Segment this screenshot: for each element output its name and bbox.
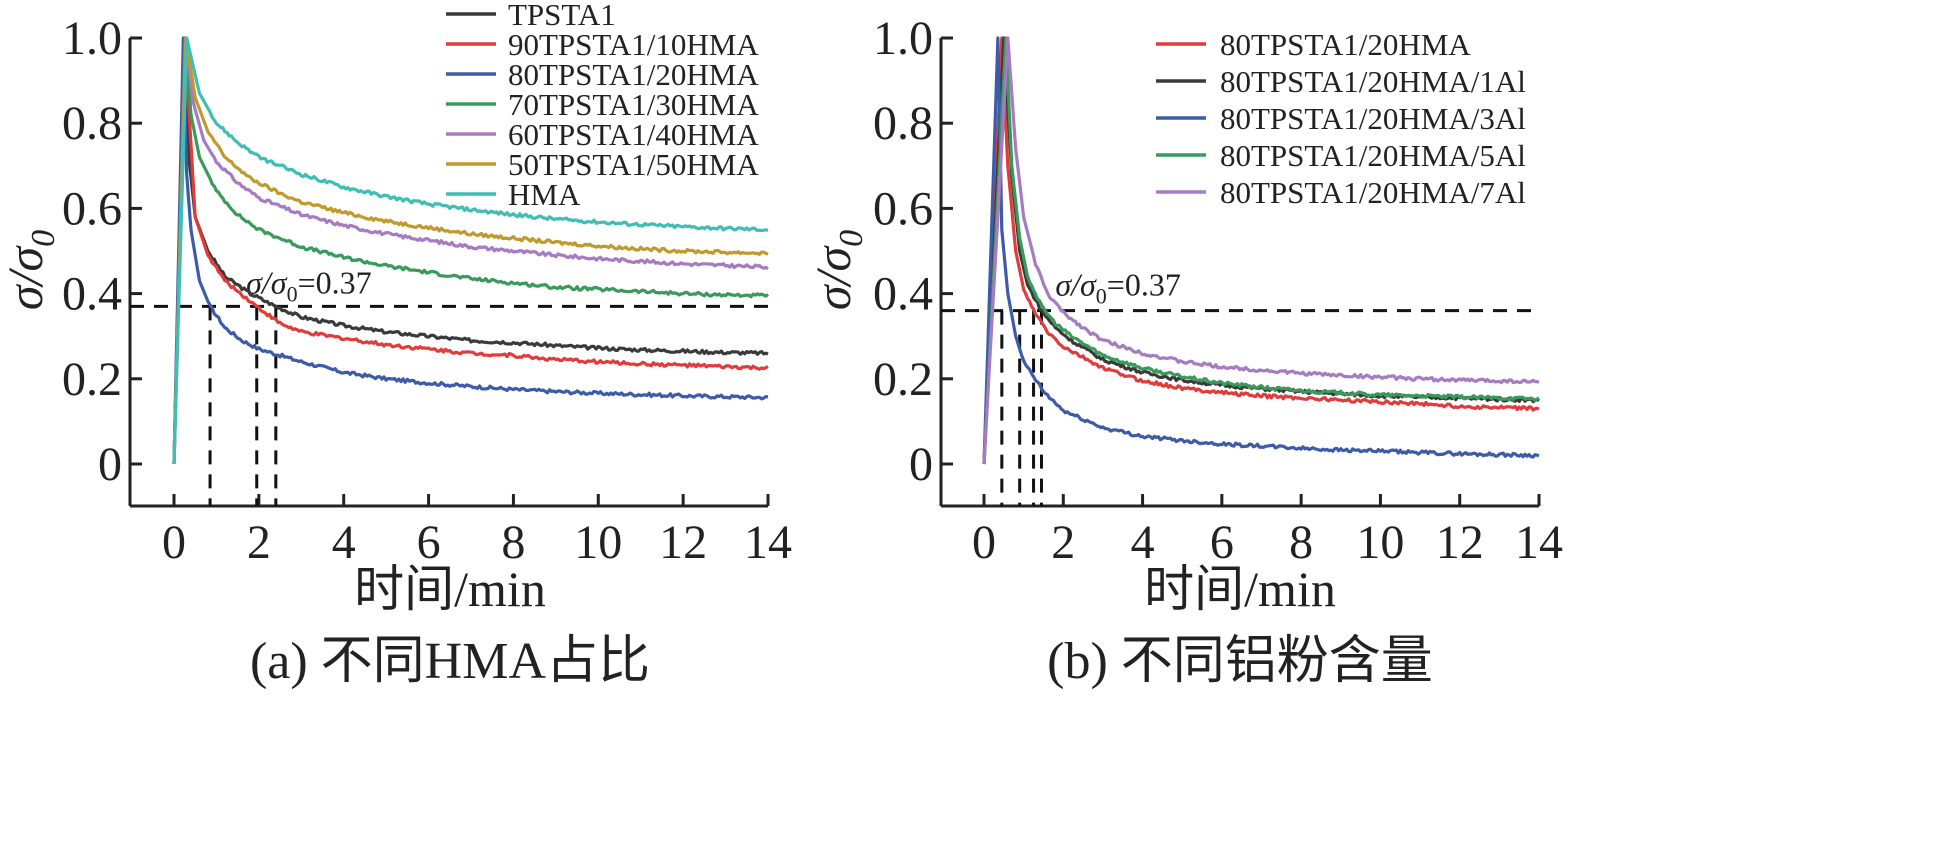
- y-axis-label: σ/σ0: [0, 230, 62, 310]
- x-tick-label: 2: [1051, 516, 1075, 569]
- y-tick-label: 0.2: [873, 353, 933, 406]
- x-tick-label: 4: [332, 516, 356, 569]
- x-axis-label: 时间/min: [1144, 561, 1336, 617]
- legend-label: 60TPSTA1/40HMA: [508, 117, 759, 152]
- legend-label: 70TPSTA1/30HMA: [508, 87, 759, 122]
- threshold-annotation: σ/σ0=0.37: [246, 265, 372, 307]
- x-tick-label: 6: [417, 516, 441, 569]
- x-tick-label: 2: [247, 516, 271, 569]
- x-tick-label: 14: [744, 516, 792, 569]
- legend-label: 80TPSTA1/20HMA/7Al: [1220, 175, 1526, 210]
- legend-label: 90TPSTA1/10HMA: [508, 27, 759, 62]
- series-line: [172, 36, 769, 465]
- legend-label: 80TPSTA1/20HMA: [508, 57, 759, 92]
- panel-caption: (b) 不同铝粉含量: [1047, 633, 1433, 690]
- panel-b: 0 0.2 0.4 0.6 0.8 1.0 0 2 4 6 8 10 12 14 σ/σ0 时间/min (b)…: [805, 12, 1563, 690]
- series-line: [172, 36, 769, 465]
- series-line: [982, 36, 1540, 465]
- y-tick-label: 1.0: [62, 12, 122, 65]
- y-tick-label: 0.6: [873, 182, 933, 235]
- x-tick-label: 12: [659, 516, 707, 569]
- x-tick-label: 8: [1289, 516, 1313, 569]
- legend-label: 80TPSTA1/20HMA/1Al: [1220, 64, 1526, 99]
- series-line: [982, 36, 1540, 465]
- x-tick-label: 4: [1131, 516, 1155, 569]
- panel-a: 0 0.2 0.4 0.6 0.8 1.0 0 2 4 6 8 10 12 14 σ/σ0 时间/min (a)…: [0, 0, 792, 690]
- legend-label: 80TPSTA1/20HMA/5Al: [1220, 138, 1526, 173]
- y-tick-label: 0.8: [62, 97, 122, 150]
- y-tick-label: 1.0: [873, 12, 933, 65]
- x-tick-label: 10: [1356, 516, 1404, 569]
- series-line: [172, 36, 769, 465]
- x-tick-label: 10: [574, 516, 622, 569]
- series-line: [982, 36, 1540, 465]
- y-axis-label: σ/σ0: [805, 230, 870, 310]
- x-tick-label: 12: [1436, 516, 1484, 569]
- legend-label: TPSTA1: [508, 0, 616, 32]
- series-line: [172, 36, 770, 465]
- x-tick-label: 14: [1515, 516, 1563, 569]
- y-tick-label: 0.8: [873, 97, 933, 150]
- series-line: [982, 36, 1540, 465]
- y-tick-label: 0.4: [873, 268, 933, 321]
- legend-label: HMA: [508, 177, 581, 212]
- y-tick-label: 0.6: [62, 182, 122, 235]
- series-line: [172, 36, 769, 465]
- x-tick-label: 8: [501, 516, 525, 569]
- x-axis-label: 时间/min: [354, 561, 546, 617]
- legend-label: 80TPSTA1/20HMA/3Al: [1220, 101, 1526, 136]
- y-tick-label: 0: [909, 438, 933, 491]
- y-tick-label: 0.2: [62, 353, 122, 406]
- x-tick-label: 0: [162, 516, 186, 569]
- legend-label: 50TPSTA1/50HMA: [508, 147, 759, 182]
- series-line: [172, 36, 769, 465]
- series-line: [172, 36, 769, 465]
- panel-caption: (a) 不同HMA占比: [250, 633, 650, 690]
- x-tick-label: 0: [972, 516, 996, 569]
- legend-label: 80TPSTA1/20HMA: [1220, 27, 1471, 62]
- y-tick-label: 0: [98, 438, 122, 491]
- threshold-annotation: σ/σ0=0.37: [1055, 267, 1181, 309]
- x-tick-label: 6: [1210, 516, 1234, 569]
- y-tick-label: 0.4: [62, 268, 122, 321]
